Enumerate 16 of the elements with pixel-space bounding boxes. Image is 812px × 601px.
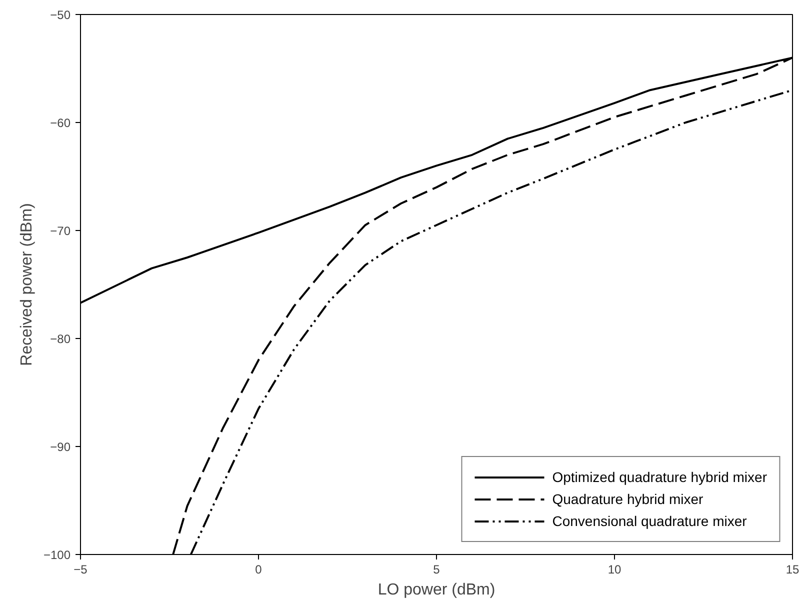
y-axis-title: Received power (dBm) (18, 203, 36, 366)
y-tick-label: −90 (50, 440, 71, 454)
y-tick-label: −70 (50, 224, 71, 238)
legend-label: Optimized quadrature hybrid mixer (552, 469, 767, 485)
legend-label: Convensional quadrature mixer (552, 513, 747, 529)
x-tick-label: −5 (74, 562, 88, 576)
x-axis-title: LO power (dBm) (378, 582, 496, 598)
x-tick-label: 10 (608, 562, 622, 576)
legend-label: Quadrature hybrid mixer (552, 491, 704, 507)
y-tick-label: −60 (50, 116, 71, 130)
x-tick-label: 0 (255, 562, 262, 576)
y-tick-label: −100 (43, 548, 71, 562)
x-tick-label: 5 (433, 562, 440, 576)
y-tick-label: −80 (50, 332, 71, 346)
y-tick-label: −50 (50, 8, 71, 22)
x-tick-label: 15 (786, 562, 800, 576)
